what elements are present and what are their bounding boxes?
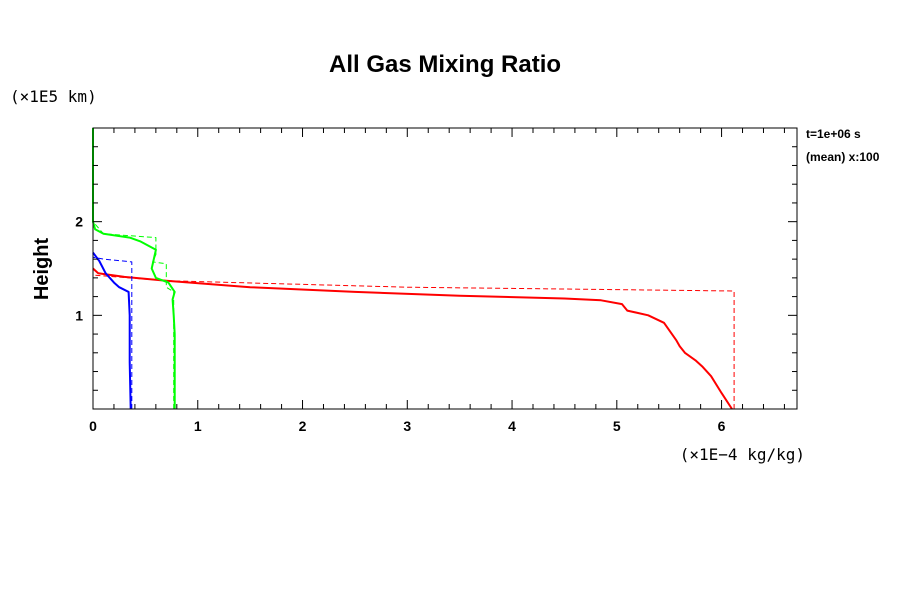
y-tick-label: 2: [75, 214, 83, 230]
y-axis-unit: (×1E5 km): [10, 87, 97, 106]
series-line-4-solid: [92, 252, 132, 410]
plot-frame: [92, 127, 798, 410]
info-time: t=1e+06 s: [806, 127, 861, 141]
axes-layer: 0 1 2 3 4 5 6 1 2: [75, 127, 797, 434]
y-tick-label: 1: [75, 307, 83, 323]
series-line-5-dashed: [92, 256, 133, 409]
x-tick-label: 6: [718, 418, 726, 434]
chart-title: All Gas Mixing Ratio: [329, 51, 561, 78]
y-axis-label: Height: [31, 238, 53, 301]
series-line-1-dashed: [92, 274, 735, 409]
x-tick-label: 4: [508, 418, 516, 434]
series-layer: [92, 128, 735, 410]
x-tick-label: 0: [89, 418, 97, 434]
x-tick-label: 2: [299, 418, 307, 434]
info-mean: (mean) x:100: [806, 150, 880, 164]
series-line-3-dashed: [92, 221, 175, 409]
series-line-2-solid: [92, 128, 176, 409]
x-axis-unit: (×1E−4 kg/kg): [680, 445, 805, 464]
x-tick-label: 5: [613, 418, 621, 434]
x-tick-label: 3: [403, 418, 411, 434]
series-line-0-solid: [92, 267, 733, 410]
x-tick-label: 1: [194, 418, 202, 434]
